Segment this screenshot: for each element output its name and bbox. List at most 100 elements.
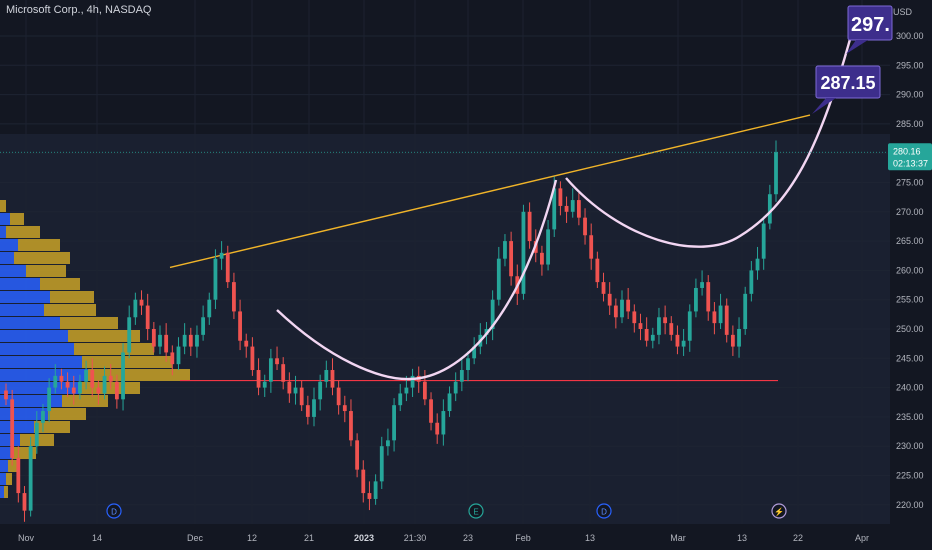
candle-body [558, 188, 563, 206]
candle-body [201, 317, 206, 335]
candle [601, 272, 606, 302]
candle [749, 261, 754, 302]
candle [262, 374, 267, 397]
candle-body [521, 211, 526, 294]
volume-bar-buy [0, 213, 10, 225]
candle-body [503, 241, 507, 259]
price-tick-label: 285.00 [896, 119, 924, 129]
time-tick-label: Mar [670, 533, 686, 543]
target-1-box [815, 65, 881, 99]
candle [379, 436, 384, 489]
candle-body [213, 258, 218, 300]
candle [201, 305, 206, 341]
candle [16, 446, 21, 503]
candle [102, 366, 107, 400]
candle [503, 234, 507, 267]
candle [349, 399, 353, 447]
candle [28, 436, 33, 517]
candle-body [244, 340, 249, 347]
cup-arc [276, 179, 558, 381]
candle [540, 245, 544, 276]
candle-body [59, 375, 64, 382]
candle [774, 140, 778, 202]
candle [576, 193, 581, 226]
candle-body [379, 446, 384, 482]
candle-body [681, 340, 686, 347]
candle [669, 316, 674, 341]
candle [613, 298, 618, 329]
event-marker[interactable]: D [106, 503, 122, 519]
symbol-title[interactable]: Microsoft Corp., 4h, NASDAQ [6, 4, 152, 16]
candle-body [595, 258, 600, 283]
candle-body [367, 493, 372, 499]
candle [195, 325, 199, 358]
candle [53, 364, 58, 394]
candle [145, 293, 150, 341]
candle [459, 358, 464, 392]
candle-body [250, 346, 255, 371]
target-1-label: 287.15 [820, 73, 875, 93]
candle [65, 372, 70, 397]
candle [466, 351, 470, 382]
candle-body [336, 387, 341, 406]
candle-body [718, 305, 723, 324]
candle-body [108, 375, 113, 382]
candle [22, 486, 27, 522]
candle-body [182, 334, 187, 347]
candle [355, 433, 360, 478]
price-tick-label: 230.00 [896, 441, 924, 451]
candle-body [620, 299, 624, 318]
time-tick-label: 22 [793, 533, 803, 543]
candle [657, 307, 661, 345]
candle [724, 298, 729, 343]
candle-body [724, 305, 729, 335]
candle [546, 220, 550, 271]
candle [133, 292, 138, 325]
candle [712, 302, 717, 335]
candle [626, 287, 631, 320]
candle [361, 460, 366, 503]
volume-bar-buy [0, 421, 34, 433]
event-marker-ring [771, 503, 787, 519]
volume-bar-buy [0, 356, 82, 368]
candle-body [441, 411, 446, 435]
candle [743, 286, 748, 335]
price-tick-label: 270.00 [896, 207, 924, 217]
candle-body [293, 387, 298, 394]
candle-body [53, 375, 58, 388]
candle-body [262, 381, 267, 388]
volume-bar-buy [0, 460, 8, 472]
volume-bar-sell [48, 408, 86, 420]
time-tick-label: 13 [737, 533, 747, 543]
event-marker[interactable]: D [596, 503, 612, 519]
candle-body [219, 252, 224, 259]
event-marker-label: E [473, 508, 478, 517]
candle [170, 345, 175, 376]
event-marker[interactable]: E [468, 503, 484, 519]
volume-bar-buy [0, 278, 40, 290]
candle [755, 246, 760, 280]
price-axis[interactable]: 300.00295.00290.00285.00280.00275.00270.… [896, 31, 924, 510]
candle-body [232, 282, 236, 312]
candle [558, 181, 563, 216]
candle [386, 428, 390, 456]
event-marker[interactable]: ⚡ [771, 503, 787, 519]
price-tick-label: 295.00 [896, 60, 924, 70]
candle-body [299, 387, 304, 406]
volume-bar-buy [0, 265, 26, 277]
candle-body [139, 299, 144, 306]
volume-bar-buy [0, 486, 4, 498]
candle [207, 292, 212, 325]
time-axis[interactable]: Nov 14 Dec 12 21 2023 21:30 23 Feb 13 Mar 13 22 Apr D E… [0, 503, 932, 550]
candle [737, 317, 741, 358]
candle [41, 404, 45, 433]
candle-body [761, 223, 766, 259]
volume-bar-buy [0, 395, 62, 407]
candle-body [650, 334, 655, 341]
candle-body [127, 317, 132, 353]
candle [509, 231, 514, 286]
price-tick-label: 290.00 [896, 90, 924, 100]
candle-body [472, 346, 477, 359]
candle [620, 290, 624, 324]
